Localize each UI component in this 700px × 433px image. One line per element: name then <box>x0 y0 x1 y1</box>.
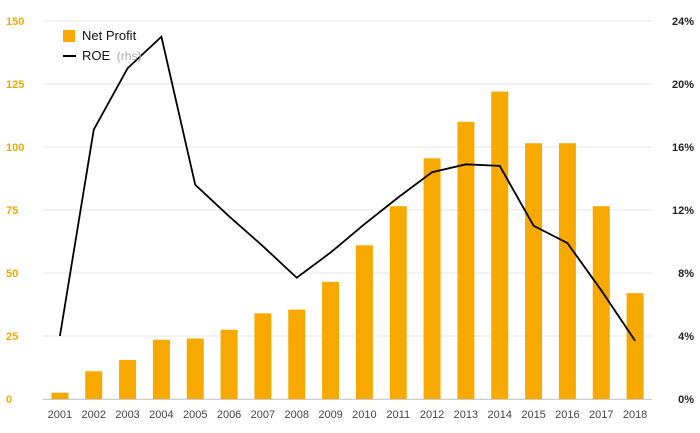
right-tick-label: 24% <box>672 16 694 28</box>
bar-2013 <box>457 121 475 400</box>
bar-2014 <box>491 91 509 399</box>
x-tick-label: 2009 <box>318 409 342 421</box>
left-tick-label: 75 <box>6 205 18 217</box>
left-tick-label: 100 <box>6 142 24 154</box>
x-tick-label: 2007 <box>251 409 275 421</box>
x-tick-label: 2003 <box>115 409 139 421</box>
right-tick-label: 4% <box>678 331 694 343</box>
x-tick-label: 2016 <box>555 409 579 421</box>
left-tick-label: 150 <box>6 16 24 28</box>
gridlines <box>43 20 652 400</box>
x-tick-label: 2002 <box>82 409 106 421</box>
left-tick-label: 50 <box>6 268 18 280</box>
bar-series-net-profit <box>51 91 644 400</box>
x-tick-label: 2004 <box>149 409 173 421</box>
legend-label-roe: ROE <box>82 48 111 63</box>
legend-swatch-net-profit <box>63 30 75 42</box>
bar-2008 <box>288 309 306 399</box>
left-tick-label: 25 <box>6 331 18 343</box>
x-axis: 2001 2002 2003 2004 2005 2006 2007 2008 2009 2010… <box>43 399 652 421</box>
right-tick-label: 20% <box>672 79 694 91</box>
bar-2012 <box>423 158 441 399</box>
bar-2007 <box>254 313 272 399</box>
legend-label-net-profit: Net Profit <box>82 28 137 43</box>
legend-label-roe-suffix: (rhs) <box>117 49 142 63</box>
legend-label-roe-wrap: ROE (rhs) <box>82 48 141 63</box>
bar-2016 <box>558 143 576 399</box>
right-tick-label: 0% <box>678 394 694 406</box>
bar-2009 <box>322 281 340 399</box>
x-tick-label: 2012 <box>420 409 444 421</box>
left-tick-label: 125 <box>6 79 24 91</box>
roe-line <box>59 35 636 342</box>
x-tick-label: 2005 <box>183 409 207 421</box>
line-series-roe <box>59 35 636 342</box>
x-tick-label: 2014 <box>488 409 512 421</box>
bar-2017 <box>592 206 610 399</box>
x-tick-label: 2006 <box>217 409 241 421</box>
legend: Net Profit ROE (rhs) <box>63 28 141 63</box>
right-axis-ticks: 0% 4% 8% 12% 16% 20% 24% <box>672 16 694 406</box>
x-tick-label: 2010 <box>352 409 376 421</box>
right-tick-label: 12% <box>672 205 694 217</box>
bar-2015 <box>525 143 543 399</box>
bar-2001 <box>51 392 69 399</box>
x-tick-label: 2013 <box>454 409 478 421</box>
left-axis-ticks: 0 25 50 75 100 125 150 <box>6 16 24 406</box>
right-tick-label: 16% <box>672 142 694 154</box>
left-tick-label: 0 <box>6 394 12 406</box>
bar-2005 <box>186 338 204 399</box>
bar-2018 <box>626 293 644 399</box>
x-tick-label: 2011 <box>386 409 410 421</box>
bar-2010 <box>355 245 373 399</box>
bar-2003 <box>119 359 137 399</box>
x-tick-label: 2008 <box>285 409 309 421</box>
x-tick-label: 2001 <box>48 409 72 421</box>
x-tick-label: 2018 <box>623 409 647 421</box>
bar-2006 <box>220 329 238 399</box>
bar-2004 <box>152 339 170 399</box>
x-tick-label: 2015 <box>521 409 545 421</box>
right-tick-label: 8% <box>678 268 694 280</box>
bar-2011 <box>389 206 407 399</box>
bar-2002 <box>85 371 103 399</box>
x-tick-label: 2017 <box>589 409 613 421</box>
